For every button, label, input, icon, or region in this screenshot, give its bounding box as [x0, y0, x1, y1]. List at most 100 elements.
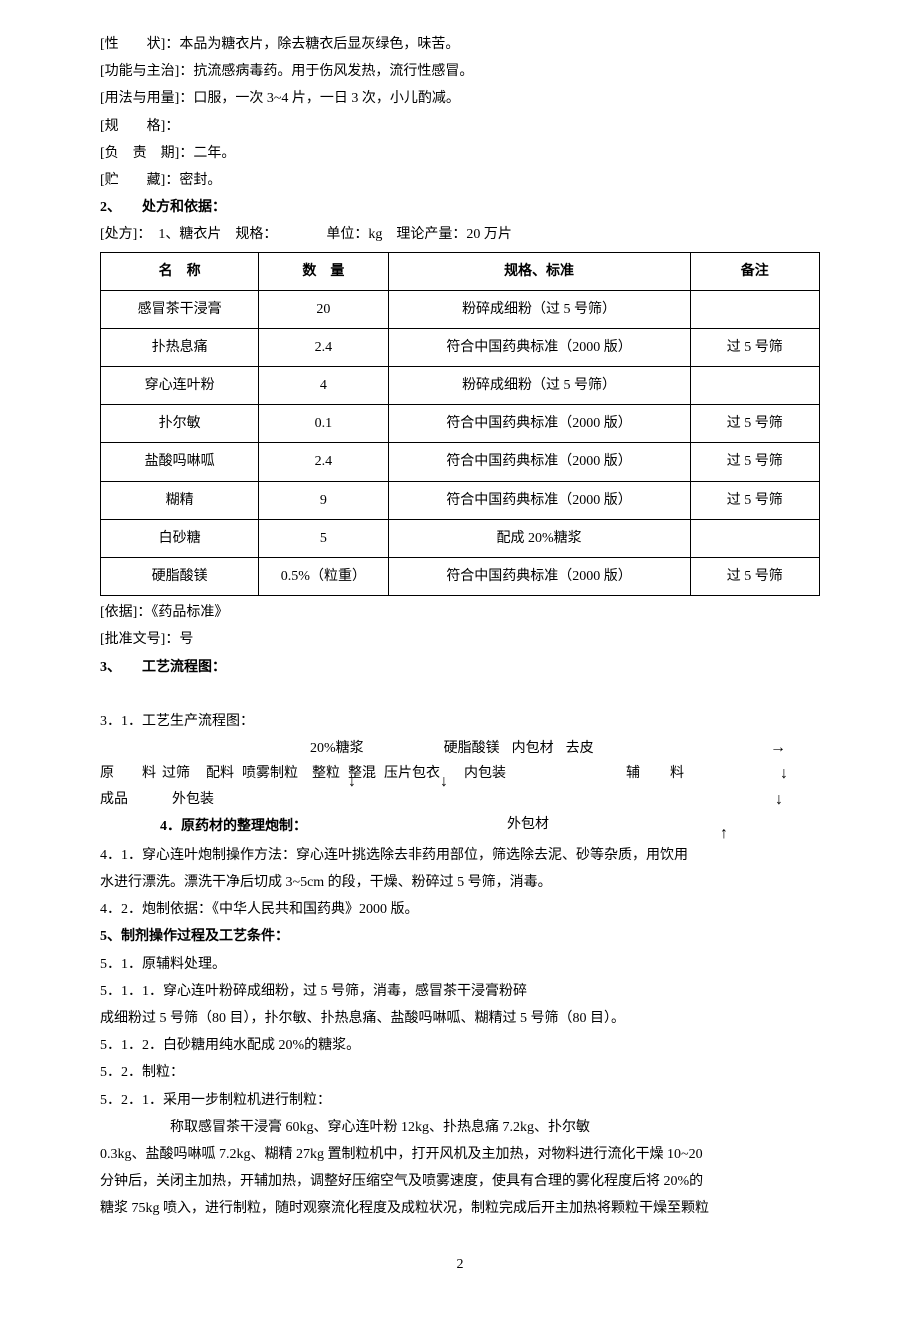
cell-qty: 0.1 — [259, 405, 388, 443]
table-row: 白砂糖 5 配成 20%糖浆 — [101, 519, 820, 557]
flowchart: 20%糖浆 硬脂酸镁 内包材 去皮 原 料 过筛 配料 喷雾制粒 整粒 整混 压… — [100, 736, 820, 812]
cell-spec: 符合中国药典标准（2000 版） — [388, 405, 690, 443]
cell-note — [690, 367, 819, 405]
yongfa-label: [用法与用量]： — [100, 91, 193, 106]
th-name: 名 称 — [101, 252, 259, 290]
flow-item: 外包装 — [172, 787, 214, 812]
th-qty: 数 量 — [259, 252, 388, 290]
cell-qty: 9 — [259, 481, 388, 519]
cell-note — [690, 290, 819, 328]
flow-line3: 成品 外包装 — [100, 787, 820, 812]
p512: 5．1．2．白砂糖用纯水配成 20%的糖浆。 — [100, 1033, 820, 1058]
p51: 5．1．原辅料处理。 — [100, 952, 820, 977]
xingzhuang-label: [性 状]： — [100, 37, 179, 52]
cell-name: 扑热息痛 — [101, 328, 259, 366]
arrow-down-icon: ↓ — [775, 786, 783, 815]
flow-line2: 原 料 过筛 配料 喷雾制粒 整粒 整混 压片包衣 内包装 辅 料 — [100, 761, 820, 786]
flow-item: 内包装 — [464, 761, 506, 786]
cell-spec: 符合中国药典标准（2000 版） — [388, 481, 690, 519]
section4-title: 原药材的整理炮制： — [181, 819, 307, 834]
blank-line — [100, 682, 820, 707]
flow-line1: 20%糖浆 硬脂酸镁 内包材 去皮 — [100, 736, 820, 761]
section5-number: 5、 — [100, 929, 121, 944]
prop-guige: [规 格]： — [100, 114, 820, 139]
ingredients-table: 名 称 数 量 规格、标准 备注 感冒茶干浸膏 20 粉碎成细粉（过 5 号筛）… — [100, 252, 820, 597]
section2-title: 处方和依据： — [142, 200, 226, 215]
cell-name: 硬脂酸镁 — [101, 558, 259, 596]
pizhun-line: [批准文号]：号 — [100, 627, 820, 652]
th-note: 备注 — [690, 252, 819, 290]
sub31: 3．1．工艺生产流程图： — [100, 709, 820, 734]
arrow-right-icon: → — [770, 734, 786, 763]
prop-zhucang: [贮 藏]：密封。 — [100, 168, 820, 193]
table-row: 糊精 9 符合中国药典标准（2000 版） 过 5 号筛 — [101, 481, 820, 519]
cell-qty: 0.5%（粒重） — [259, 558, 388, 596]
p521d: 糖浆 75kg 喷入，进行制粒，随时观察流化程度及成粒状况，制粒完成后开主加热将… — [100, 1196, 820, 1221]
yongfa-text: 口服，一次 3~4 片，一日 3 次，小儿酌减。 — [193, 91, 460, 106]
th-spec: 规格、标准 — [388, 252, 690, 290]
cell-spec: 符合中国药典标准（2000 版） — [388, 328, 690, 366]
flow-item: 喷雾制粒 — [242, 761, 298, 786]
zhucang-text: 密封。 — [179, 173, 221, 188]
table-body: 感冒茶干浸膏 20 粉碎成细粉（过 5 号筛） 扑热息痛 2.4 符合中国药典标… — [101, 290, 820, 596]
cell-spec: 配成 20%糖浆 — [388, 519, 690, 557]
table-row: 扑尔敏 0.1 符合中国药典标准（2000 版） 过 5 号筛 — [101, 405, 820, 443]
section3-heading: 3、 工艺流程图： — [100, 655, 820, 680]
cell-qty: 5 — [259, 519, 388, 557]
flow-item: 成品 — [100, 787, 128, 812]
section5-heading: 5、制剂操作过程及工艺条件： — [100, 924, 820, 949]
yiju-label: [依据]： — [100, 605, 151, 620]
arrow-down-icon: ↓ — [348, 768, 356, 797]
gongneng-label: [功能与主治]： — [100, 64, 193, 79]
chufang-line: [处方]： 1、糖衣片 规格： 单位：kg 理论产量：20 万片 — [100, 222, 820, 247]
flow-waibaocai: 外包材 — [507, 812, 549, 841]
zhucang-label: [贮 藏]： — [100, 173, 179, 188]
table-row: 感冒茶干浸膏 20 粉碎成细粉（过 5 号筛） — [101, 290, 820, 328]
cell-qty: 4 — [259, 367, 388, 405]
section5-title: 制剂操作过程及工艺条件： — [121, 929, 289, 944]
guige-label: [规 格]： — [100, 119, 179, 134]
p41a: 4．1．穿心连叶炮制操作方法：穿心连叶挑选除去非药用部位，筛选除去泥、砂等杂质，… — [100, 843, 820, 868]
cell-note — [690, 519, 819, 557]
section4-number: 4． — [160, 819, 181, 834]
flow-item: 压片包衣 — [384, 761, 440, 786]
flow-item: 内包材 — [512, 736, 554, 761]
table-row: 穿心连叶粉 4 粉碎成细粉（过 5 号筛） — [101, 367, 820, 405]
cell-qty: 2.4 — [259, 443, 388, 481]
cell-name: 扑尔敏 — [101, 405, 259, 443]
cell-note: 过 5 号筛 — [690, 443, 819, 481]
arrow-down-icon: ↓ — [440, 768, 448, 797]
cell-spec: 符合中国药典标准（2000 版） — [388, 558, 690, 596]
section2-number: 2、 — [100, 200, 114, 215]
prop-fuze: [负 责 期]：二年。 — [100, 141, 820, 166]
section2-heading: 2、 处方和依据： — [100, 195, 820, 220]
section3-number: 3、 — [100, 660, 114, 675]
prop-yongfa: [用法与用量]：口服，一次 3~4 片，一日 3 次，小儿酌减。 — [100, 86, 820, 111]
table-row: 硬脂酸镁 0.5%（粒重） 符合中国药典标准（2000 版） 过 5 号筛 — [101, 558, 820, 596]
cell-note: 过 5 号筛 — [690, 405, 819, 443]
pizhun-text: 号 — [179, 632, 193, 647]
cell-name: 感冒茶干浸膏 — [101, 290, 259, 328]
p521: 5．2．1．采用一步制粒机进行制粒： — [100, 1088, 820, 1113]
gongneng-text: 抗流感病毒药。用于伤风发热，流行性感冒。 — [193, 64, 473, 79]
chufang-label: [处方]： — [100, 227, 144, 242]
flow-item: 过筛 — [162, 761, 190, 786]
cell-qty: 2.4 — [259, 328, 388, 366]
table-row: 扑热息痛 2.4 符合中国药典标准（2000 版） 过 5 号筛 — [101, 328, 820, 366]
flow-item: 辅 — [626, 761, 640, 786]
yiju-text: 《药品标准》 — [151, 605, 228, 620]
flow-item: 去皮 — [566, 736, 594, 761]
prop-gongneng: [功能与主治]：抗流感病毒药。用于伤风发热，流行性感冒。 — [100, 59, 820, 84]
cell-spec: 粉碎成细粉（过 5 号筛） — [388, 367, 690, 405]
cell-note: 过 5 号筛 — [690, 328, 819, 366]
p52: 5．2．制粒： — [100, 1060, 820, 1085]
section4-row: 4．原药材的整理炮制： 外包材 — [100, 812, 820, 841]
section3-title: 工艺流程图： — [142, 660, 226, 675]
cell-note: 过 5 号筛 — [690, 481, 819, 519]
fuze-label: [负 责 期]： — [100, 146, 193, 161]
cell-note: 过 5 号筛 — [690, 558, 819, 596]
flow-item: 硬脂酸镁 — [444, 736, 500, 761]
p521b: 0.3kg、盐酸吗啉呱 7.2kg、糊精 27kg 置制粒机中，打开风机及主加热… — [100, 1142, 820, 1167]
page-number: 2 — [100, 1252, 820, 1277]
cell-name: 盐酸吗啉呱 — [101, 443, 259, 481]
